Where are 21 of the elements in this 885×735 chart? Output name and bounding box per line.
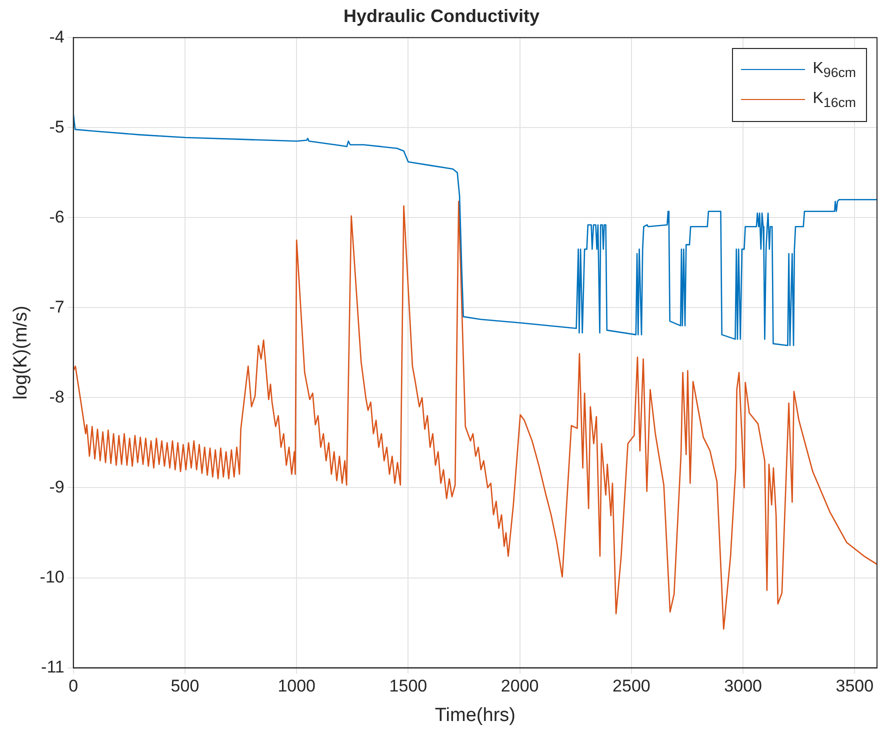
x-tick-label: 3500 [836,676,874,696]
y-tick-label: -10 [40,567,64,586]
x-tick-label: 1000 [278,676,316,696]
y-tick-label: -7 [49,297,64,316]
legend-label: K$_{96cm}$ [812,60,856,80]
x-tick-label: 2000 [500,676,539,696]
x-tick-label: 0 [68,676,78,696]
x-tick-label: 500 [170,676,200,696]
legend-label: K$_{16cm}$ [812,90,856,110]
y-tick-label: -8 [49,387,64,406]
y-tick-label: -6 [49,207,64,226]
x-tick-label: 1500 [389,676,428,696]
y-axis-title: log(K)(m/s) [10,306,32,400]
x-tick-label: 2500 [612,676,650,696]
y-tick-label: -11 [41,657,64,676]
chart-title: Hydraulic Conductivity [343,6,540,26]
y-tick-label: -4 [49,27,64,46]
x-axis-title: Time(hrs) [434,704,516,726]
y-tick-label: -9 [49,477,64,496]
y-tick-label: -5 [49,117,64,136]
x-tick-label: 3000 [724,676,762,696]
